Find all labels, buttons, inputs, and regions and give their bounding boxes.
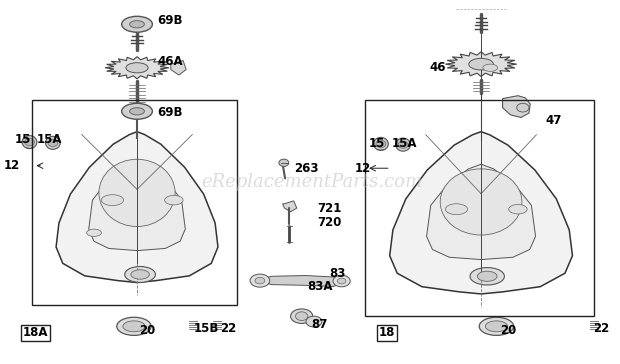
Text: eReplacementParts.com: eReplacementParts.com <box>202 173 423 191</box>
Text: 15A: 15A <box>37 133 62 146</box>
Ellipse shape <box>479 317 513 335</box>
Ellipse shape <box>291 309 312 324</box>
Ellipse shape <box>122 103 153 119</box>
Ellipse shape <box>122 16 153 32</box>
Text: 69B: 69B <box>157 14 183 27</box>
Text: 15A: 15A <box>391 137 417 150</box>
Ellipse shape <box>99 159 175 226</box>
Text: 20: 20 <box>139 324 155 337</box>
Text: 22: 22 <box>220 323 236 335</box>
Ellipse shape <box>296 312 308 321</box>
Text: 15B: 15B <box>194 323 219 335</box>
Text: 12: 12 <box>354 162 371 175</box>
Ellipse shape <box>87 229 102 236</box>
Text: 83: 83 <box>329 267 346 280</box>
Polygon shape <box>503 96 530 118</box>
Ellipse shape <box>440 169 522 235</box>
Text: 46: 46 <box>430 60 446 74</box>
Ellipse shape <box>165 195 183 205</box>
Text: 83A: 83A <box>307 280 333 293</box>
Ellipse shape <box>337 278 346 284</box>
Text: 46A: 46A <box>157 55 183 68</box>
Text: 22: 22 <box>593 323 609 335</box>
Ellipse shape <box>25 138 35 146</box>
Text: 15: 15 <box>368 137 385 150</box>
Ellipse shape <box>126 63 148 73</box>
Ellipse shape <box>376 140 386 147</box>
Ellipse shape <box>250 274 270 287</box>
Polygon shape <box>390 132 572 294</box>
Text: 20: 20 <box>500 324 516 337</box>
Text: 15: 15 <box>15 133 32 146</box>
Text: 720: 720 <box>317 216 342 229</box>
Ellipse shape <box>22 135 37 149</box>
Ellipse shape <box>477 271 497 281</box>
Ellipse shape <box>279 159 289 166</box>
Text: 263: 263 <box>294 162 318 175</box>
Ellipse shape <box>125 266 156 282</box>
Ellipse shape <box>398 141 408 148</box>
Text: 18: 18 <box>379 327 396 339</box>
Ellipse shape <box>483 64 498 71</box>
Ellipse shape <box>45 136 60 149</box>
Ellipse shape <box>117 317 151 335</box>
Ellipse shape <box>130 21 144 28</box>
Text: 87: 87 <box>311 318 327 331</box>
Ellipse shape <box>123 321 145 332</box>
Ellipse shape <box>516 103 529 112</box>
Polygon shape <box>105 57 169 79</box>
Text: 47: 47 <box>546 114 562 127</box>
Ellipse shape <box>306 316 322 327</box>
Ellipse shape <box>470 268 505 285</box>
Polygon shape <box>427 164 536 260</box>
Polygon shape <box>445 52 516 76</box>
Ellipse shape <box>255 277 265 284</box>
Polygon shape <box>257 276 344 286</box>
Polygon shape <box>56 132 218 282</box>
Ellipse shape <box>445 204 467 215</box>
Ellipse shape <box>509 205 527 214</box>
Ellipse shape <box>48 139 58 146</box>
Polygon shape <box>283 201 297 212</box>
Text: 12: 12 <box>4 159 20 172</box>
Ellipse shape <box>469 58 494 70</box>
Text: 721: 721 <box>317 202 342 215</box>
Ellipse shape <box>102 195 123 206</box>
Polygon shape <box>171 60 186 75</box>
Text: 69B: 69B <box>157 106 183 119</box>
Polygon shape <box>89 162 185 250</box>
Ellipse shape <box>333 275 350 287</box>
Ellipse shape <box>131 270 149 279</box>
Text: 18A: 18A <box>23 327 48 339</box>
Ellipse shape <box>374 137 388 150</box>
Ellipse shape <box>485 321 508 332</box>
Ellipse shape <box>130 108 144 115</box>
Ellipse shape <box>396 138 410 151</box>
